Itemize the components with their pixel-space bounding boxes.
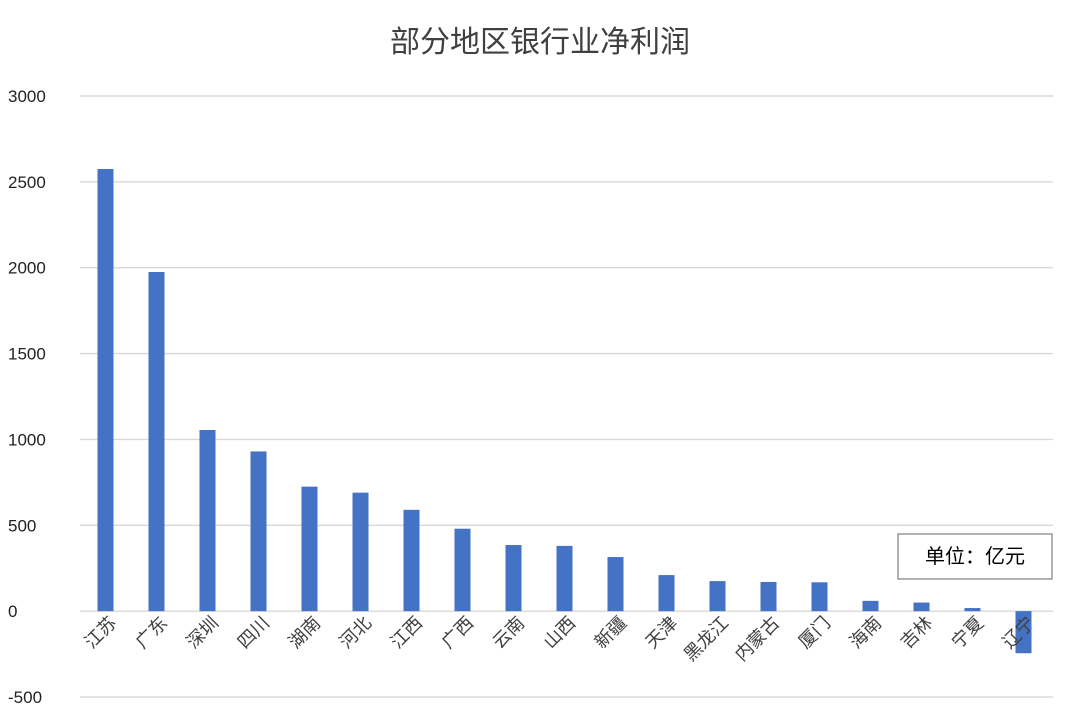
x-tick-label: 江西: [387, 613, 427, 653]
bar: [913, 602, 930, 612]
bar: [352, 492, 369, 612]
bar: [862, 600, 879, 612]
y-tick-label: 2500: [8, 173, 46, 192]
x-tick-label: 广东: [132, 613, 172, 653]
x-tick-label: 吉林: [897, 613, 937, 653]
bar: [811, 582, 828, 612]
x-tick-label: 广西: [438, 613, 478, 653]
x-tick-label: 厦门: [795, 613, 835, 653]
x-tick-label: 河北: [336, 613, 376, 653]
x-tick-label: 四川: [234, 613, 274, 653]
y-axis-ticks: 3000 2500 2000 1500 1000 500 0 -500: [8, 87, 46, 707]
bar: [964, 608, 981, 612]
y-tick-label: 1500: [8, 345, 46, 364]
gridlines: [80, 95, 1053, 698]
bar: [607, 557, 624, 612]
bar: [403, 509, 420, 612]
x-tick-label: 湖南: [285, 613, 325, 653]
x-tick-label: 宁夏: [948, 613, 988, 653]
x-tick-label: 海南: [846, 613, 886, 653]
bar: [97, 168, 114, 612]
x-tick-label: 云南: [489, 613, 529, 653]
bars: [97, 168, 1032, 654]
bar: [658, 575, 675, 612]
bar: [301, 486, 318, 612]
y-tick-label: 3000: [8, 87, 46, 106]
bar: [505, 545, 522, 612]
bar: [760, 581, 777, 612]
bar: [250, 451, 267, 612]
y-tick-label: 0: [8, 602, 17, 621]
y-tick-label: 2000: [8, 259, 46, 278]
x-tick-label: 黑龙江: [680, 613, 733, 666]
x-tick-label: 内蒙古: [731, 613, 784, 666]
unit-label: 单位：亿元: [925, 544, 1025, 568]
x-tick-label: 山西: [540, 613, 580, 653]
x-tick-label: 新疆: [591, 613, 631, 653]
x-tick-label: 深圳: [183, 613, 223, 653]
unit-legend-box: 单位：亿元: [897, 533, 1053, 580]
bar: [1015, 611, 1032, 654]
y-tick-label: 500: [8, 516, 36, 535]
x-tick-label: 天津: [642, 613, 682, 653]
bar: [709, 581, 726, 612]
y-tick-label: -500: [8, 688, 42, 707]
bar: [148, 272, 165, 612]
bar: [199, 429, 216, 612]
bar: [454, 528, 471, 612]
x-tick-label: 辽宁: [999, 613, 1039, 653]
y-tick-label: 1000: [8, 430, 46, 449]
chart-title: 部分地区银行业净利润: [390, 25, 690, 60]
x-tick-label: 江苏: [81, 613, 121, 653]
unit-box-frame: [897, 533, 1053, 580]
bar: [556, 545, 573, 612]
